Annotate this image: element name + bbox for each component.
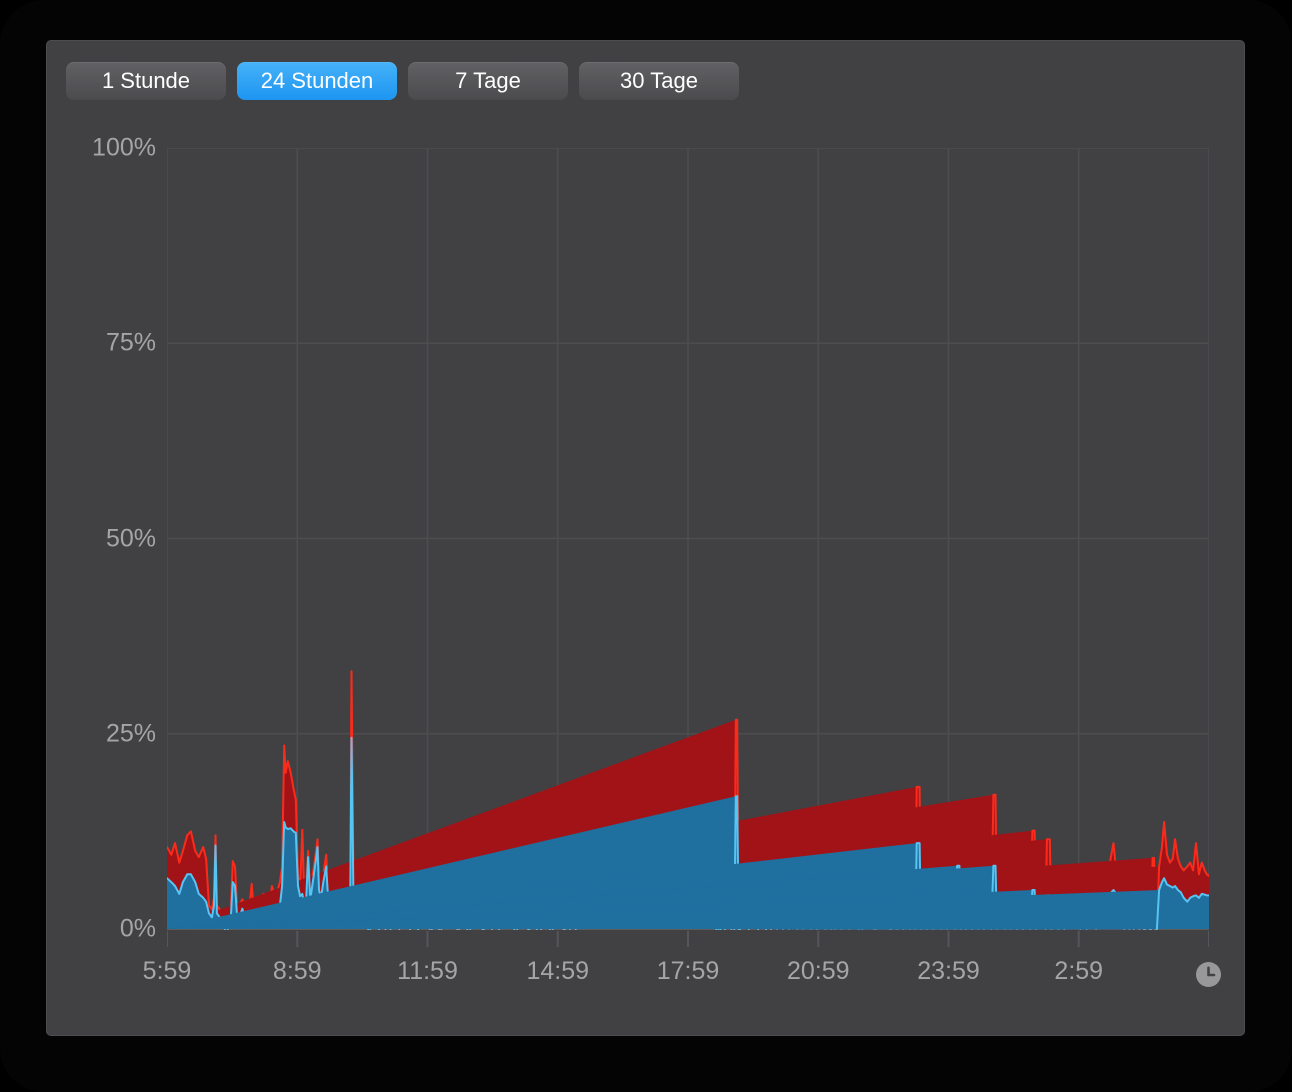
total-usage-red-line	[1155, 821, 1209, 930]
cpu-history-panel: 1 Stunde 24 Stunden 7 Tage 30 Tage 100% 7…	[46, 40, 1245, 1036]
x-axis-tick-label: 23:59	[917, 957, 980, 985]
y-axis-tick-label: 100%	[92, 133, 156, 162]
user-usage-blue-line	[167, 844, 226, 930]
x-axis-tick-label: 14:59	[526, 957, 590, 985]
time-range-button-7d[interactable]: 7 Tage	[408, 62, 568, 100]
time-range-selector: 1 Stunde 24 Stunden 7 Tage 30 Tage	[66, 62, 739, 100]
x-axis-tick-label: 20:59	[786, 957, 850, 985]
x-axis-tick-label: 5:59	[142, 957, 192, 985]
x-axis-tick-label: 11:59	[397, 957, 458, 985]
x-axis-tick-label: 17:59	[656, 957, 720, 985]
y-axis-tick-label: 75%	[105, 328, 156, 357]
time-range-button-24h[interactable]: 24 Stunden	[237, 62, 397, 100]
y-axis-labels: 100% 75% 50% 25% 0%	[47, 134, 156, 943]
user-usage-blue-line	[733, 795, 740, 930]
user-usage-blue-line	[1155, 877, 1209, 930]
time-range-button-1h[interactable]: 1 Stunde	[66, 62, 226, 100]
x-axis-tick-label: 8:59	[272, 957, 322, 985]
x-axis-labels: 5:59 8:59 11:59 14:59 17:59 20:59 23:59 2:59	[143, 953, 1209, 989]
y-axis-tick-label: 25%	[105, 719, 156, 748]
x-axis-tick-label: 2:59	[1054, 957, 1104, 985]
cpu-usage-chart	[167, 148, 1209, 947]
y-axis-tick-label: 0%	[119, 914, 156, 943]
y-axis-tick-label: 50%	[105, 524, 156, 552]
user-usage-blue-area	[167, 878, 1209, 930]
clock-icon[interactable]	[1195, 961, 1222, 988]
time-range-button-30d[interactable]: 30 Tage	[579, 62, 739, 100]
